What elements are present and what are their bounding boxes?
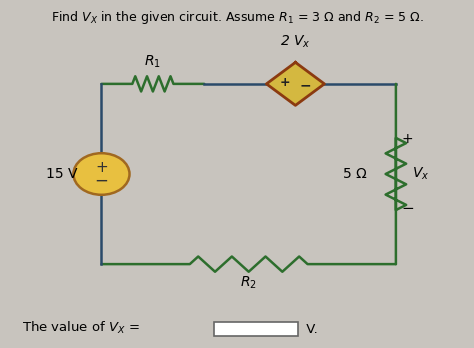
- Text: Find $V_X$ in the given circuit. Assume $R_1$ = 3 Ω and $R_2$ = 5 Ω.: Find $V_X$ in the given circuit. Assume …: [51, 9, 423, 26]
- Text: +: +: [95, 160, 108, 175]
- Text: −: −: [94, 172, 109, 190]
- Text: 5 Ω: 5 Ω: [343, 167, 367, 181]
- Text: 15 V: 15 V: [46, 167, 78, 181]
- Text: −: −: [300, 78, 311, 92]
- Text: $V_x$: $V_x$: [412, 166, 429, 182]
- FancyBboxPatch shape: [214, 322, 298, 336]
- Text: The value of $V_X$ =: The value of $V_X$ =: [22, 320, 141, 336]
- Text: $R_2$: $R_2$: [240, 275, 257, 291]
- Text: $R_1$: $R_1$: [145, 53, 161, 70]
- Text: −: −: [401, 201, 414, 216]
- Text: +: +: [402, 132, 413, 147]
- Text: +: +: [280, 76, 291, 89]
- Circle shape: [73, 153, 129, 195]
- Text: 2 $V_x$: 2 $V_x$: [280, 33, 311, 50]
- Text: V.: V.: [302, 323, 318, 336]
- Polygon shape: [266, 62, 324, 105]
